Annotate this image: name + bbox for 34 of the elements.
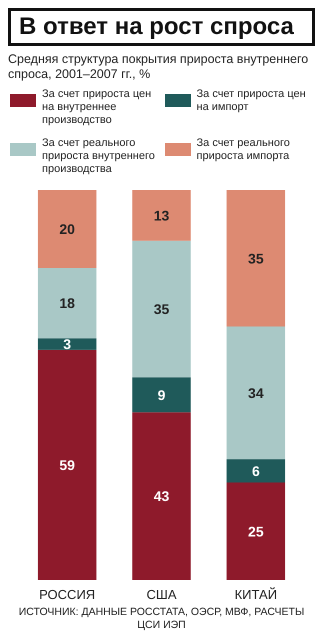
bar <box>38 268 96 338</box>
data-label: 20 <box>59 221 76 237</box>
bar <box>226 459 286 482</box>
legend-label: За счет прироста цен на внутреннее производство <box>42 88 152 127</box>
x-tick-label: США <box>146 587 177 602</box>
data-label: 6 <box>252 462 260 479</box>
data-label: 3 <box>63 336 72 352</box>
legend-label: За счет реального прироста внутреннего производства <box>42 137 156 176</box>
data-label: 34 <box>248 384 264 401</box>
x-tick-label: РОССИЯ <box>39 587 96 602</box>
data-label: 35 <box>154 300 170 317</box>
data-label: 9 <box>158 386 166 403</box>
bar <box>132 412 191 580</box>
data-label: 25 <box>248 523 264 540</box>
bar <box>38 190 96 268</box>
chart-subtitle: Средняя структура покрытия прироста внутреннего спроса, 2001–2007 гг., % <box>8 52 310 82</box>
chart-title: В ответ на рост спроса <box>8 8 315 46</box>
bar <box>132 240 191 378</box>
bar <box>132 190 191 241</box>
bar <box>226 482 286 580</box>
bar <box>38 350 96 580</box>
legend-label: За счет прироста цен на импорт <box>196 88 307 114</box>
data-label: 18 <box>59 295 76 312</box>
data-label: 35 <box>248 250 264 266</box>
legend-label: За счет реального прироста импорта <box>196 137 291 163</box>
text: ИСТОЧНИК: ДАННЫЕ РОССТАТА, ОЭСР, МВФ, РАСЧЕТЫ ЦСИ ИЭП <box>18 606 306 632</box>
bar <box>38 338 96 350</box>
data-label: 13 <box>154 207 170 224</box>
data-label: 43 <box>154 488 170 504</box>
data-label: 59 <box>59 456 76 473</box>
bar <box>226 326 286 460</box>
bar <box>226 190 286 326</box>
bar <box>132 377 191 412</box>
x-tick-label: КИТАЙ <box>234 587 278 602</box>
